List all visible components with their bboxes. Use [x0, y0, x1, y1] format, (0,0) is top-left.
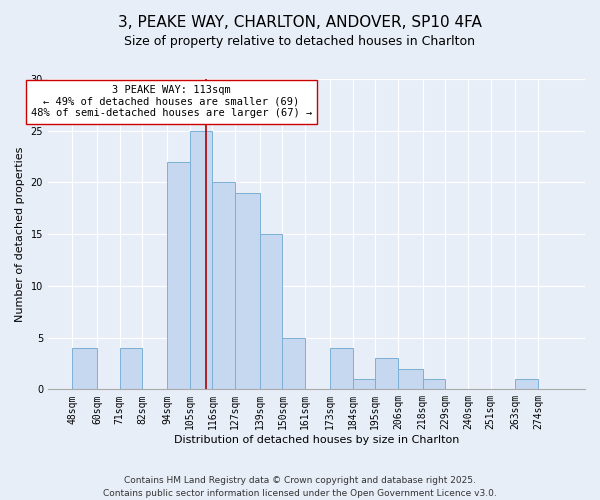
Bar — [190, 130, 212, 390]
Text: Size of property relative to detached houses in Charlton: Size of property relative to detached ho… — [125, 35, 476, 48]
Bar — [330, 348, 353, 390]
Bar — [260, 234, 283, 390]
Bar — [120, 348, 142, 390]
Y-axis label: Number of detached properties: Number of detached properties — [15, 146, 25, 322]
Bar — [167, 162, 190, 390]
Text: 3, PEAKE WAY, CHARLTON, ANDOVER, SP10 4FA: 3, PEAKE WAY, CHARLTON, ANDOVER, SP10 4F… — [118, 15, 482, 30]
Bar — [283, 338, 305, 390]
Bar — [398, 368, 422, 390]
Bar — [73, 348, 97, 390]
Bar — [375, 358, 398, 390]
Text: 3 PEAKE WAY: 113sqm
← 49% of detached houses are smaller (69)
48% of semi-detach: 3 PEAKE WAY: 113sqm ← 49% of detached ho… — [31, 85, 312, 118]
Bar — [353, 379, 375, 390]
Bar — [515, 379, 538, 390]
X-axis label: Distribution of detached houses by size in Charlton: Distribution of detached houses by size … — [174, 435, 459, 445]
Bar — [235, 193, 260, 390]
Bar — [212, 182, 235, 390]
Text: Contains HM Land Registry data © Crown copyright and database right 2025.
Contai: Contains HM Land Registry data © Crown c… — [103, 476, 497, 498]
Bar — [422, 379, 445, 390]
